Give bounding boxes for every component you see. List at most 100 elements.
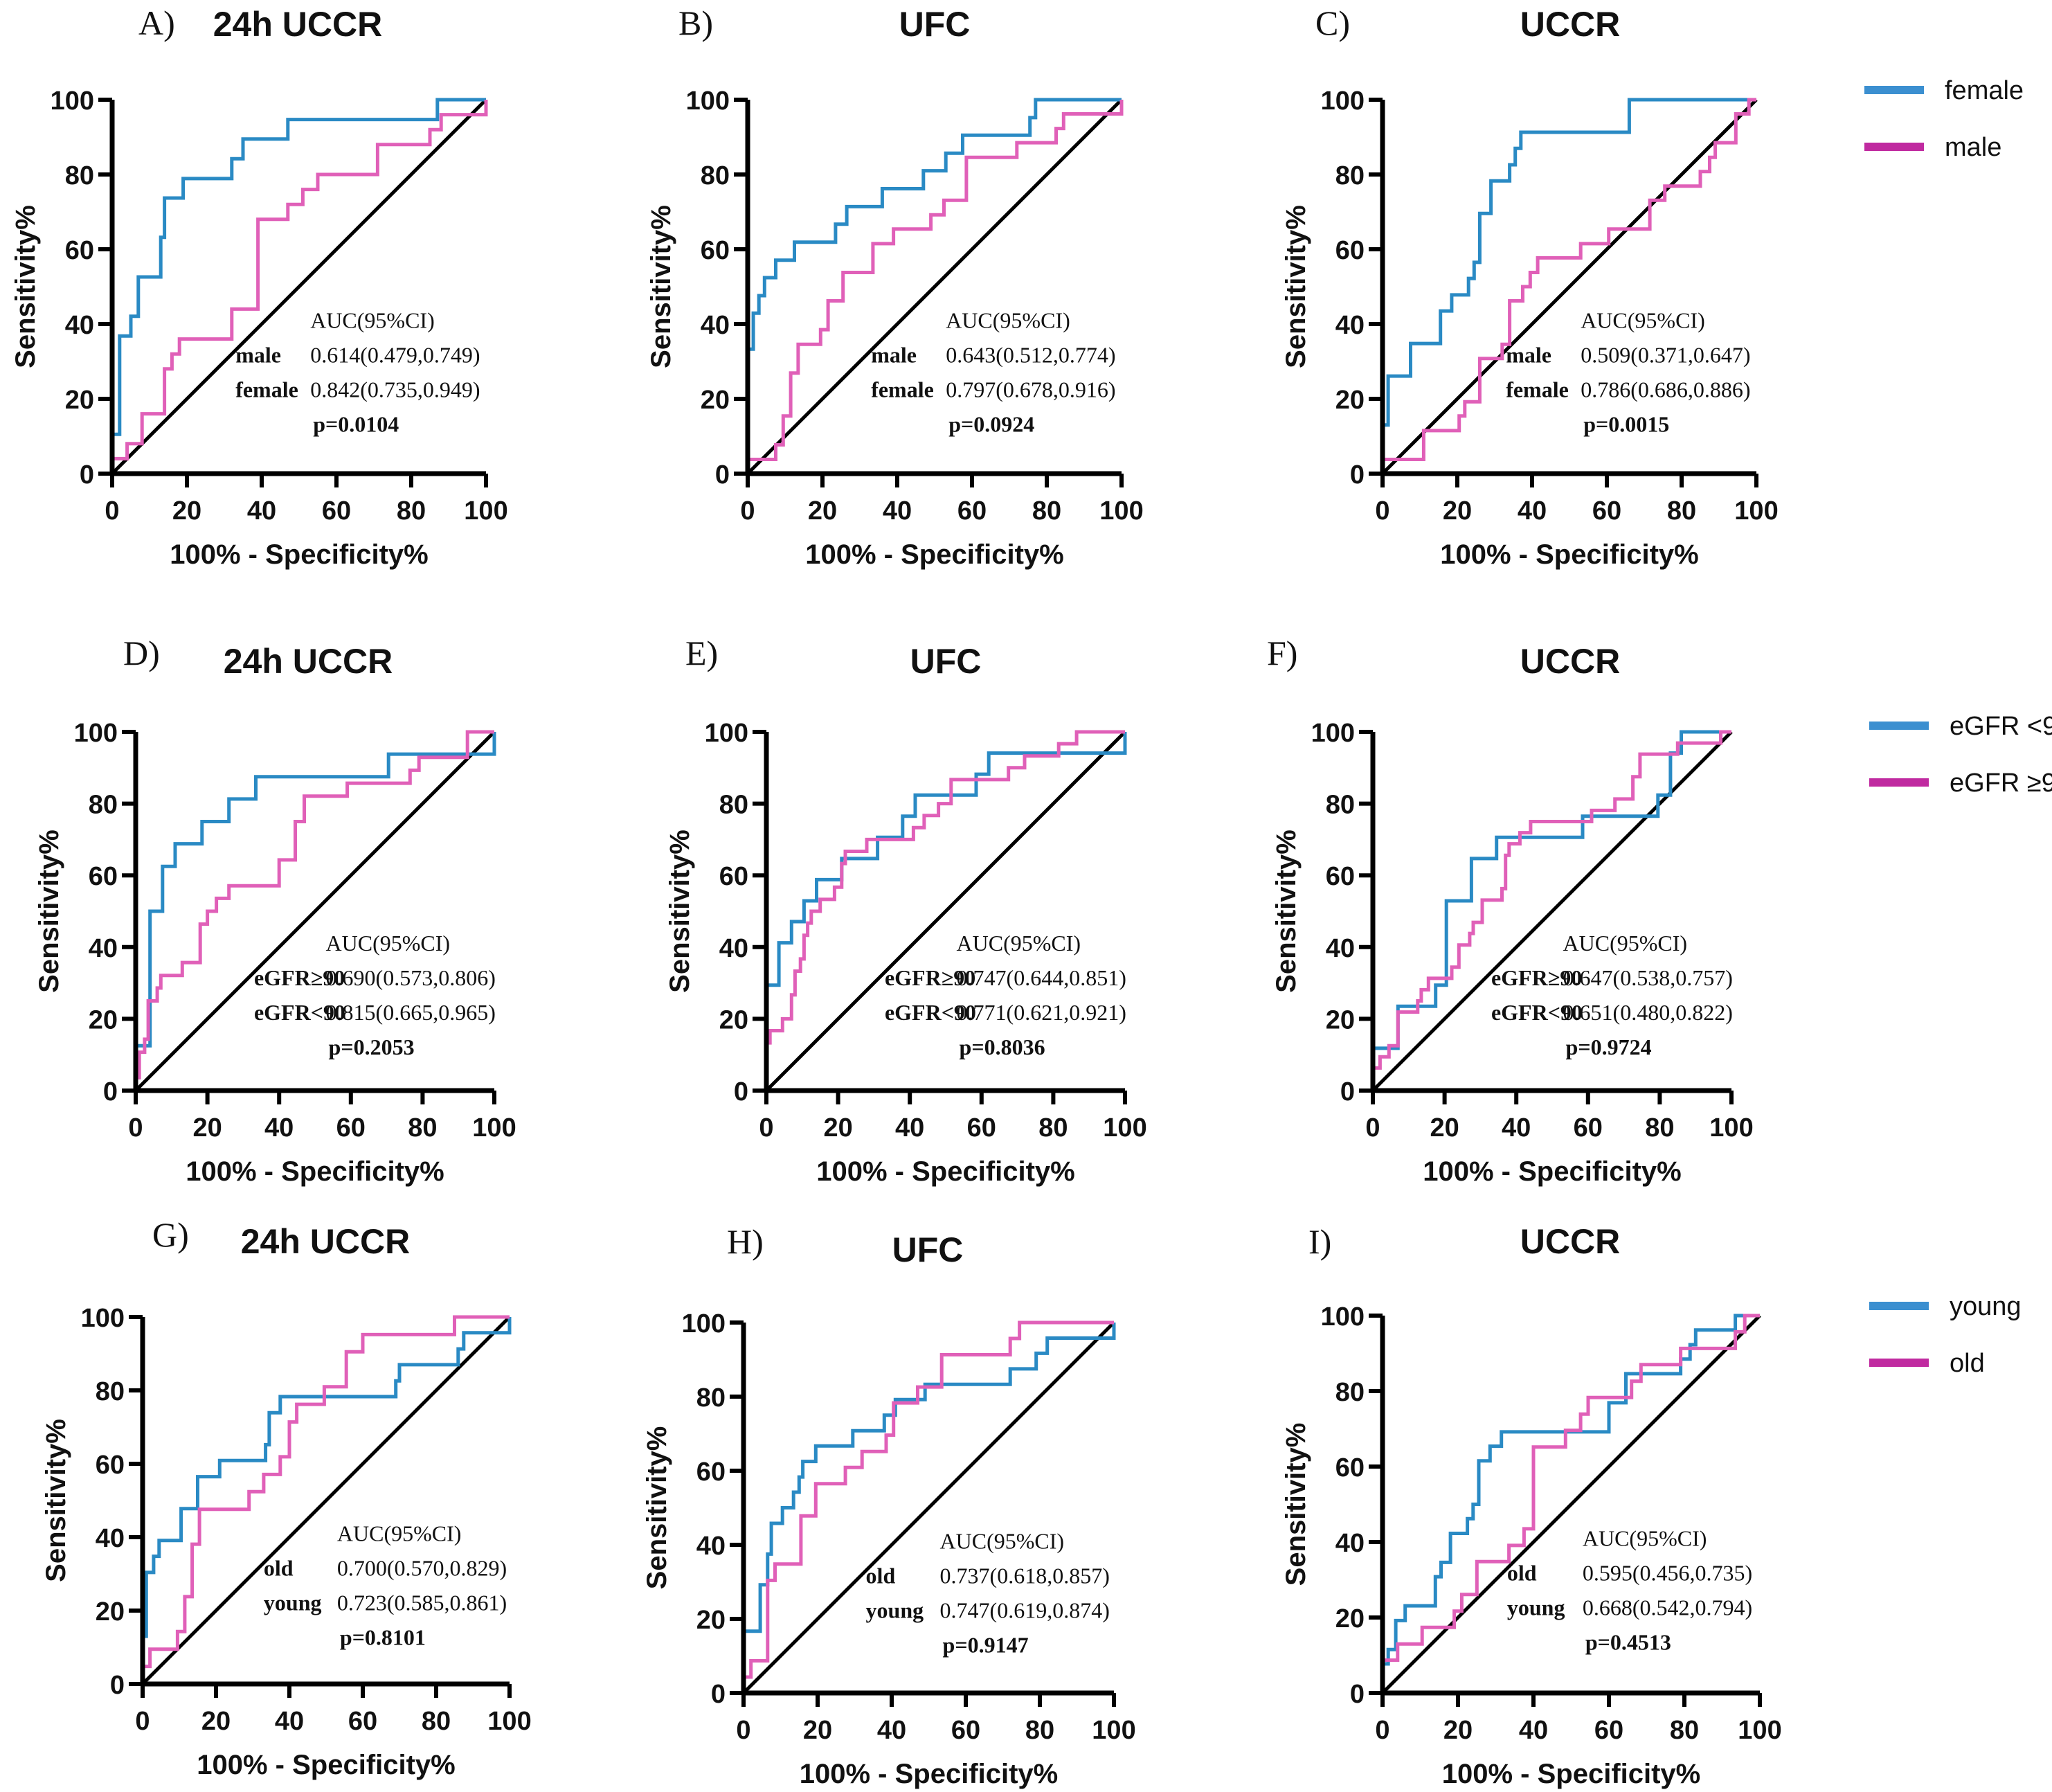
x-tick-label: 0 bbox=[1375, 496, 1389, 526]
x-tick-label: 100 bbox=[487, 1707, 531, 1736]
auc-header: AUC(95%CI) bbox=[946, 307, 1070, 332]
x-axis-label: 100% - Specificity% bbox=[1423, 1156, 1682, 1187]
x-axis-label: 100% - Specificity% bbox=[170, 539, 429, 570]
x-tick-label: 80 bbox=[1032, 496, 1061, 526]
auc-value: 0.723(0.585,0.861) bbox=[337, 1590, 507, 1615]
reference-diagonal bbox=[141, 1316, 511, 1685]
y-tick-label: 0 bbox=[715, 460, 730, 490]
panel-title: 24h UCCR bbox=[213, 5, 382, 44]
y-tick-label: 60 bbox=[719, 862, 748, 891]
x-tick-label: 60 bbox=[957, 496, 987, 526]
x-tick-label: 60 bbox=[348, 1707, 377, 1736]
x-tick-label: 0 bbox=[105, 496, 119, 526]
x-tick-label: 40 bbox=[1502, 1113, 1531, 1143]
x-tick-label: 80 bbox=[422, 1707, 451, 1736]
roc-curve-egfr-90 bbox=[134, 730, 494, 1091]
reference-diagonal bbox=[134, 731, 496, 1092]
auc-value: 0.797(0.678,0.916) bbox=[946, 377, 1115, 402]
reference-diagonal bbox=[765, 731, 1126, 1092]
x-axis-label: 100% - Specificity% bbox=[1442, 1759, 1701, 1789]
reference-diagonal bbox=[742, 1321, 1115, 1694]
y-tick-label: 80 bbox=[96, 1377, 125, 1406]
y-tick-label: 100 bbox=[682, 1309, 726, 1338]
y-tick-label: 40 bbox=[696, 1532, 726, 1561]
y-tick-label: 20 bbox=[89, 1005, 118, 1034]
panel-letter: H) bbox=[727, 1222, 764, 1261]
roc-panel-i: I) UCCR 0 20 40 60 80 100 0 20 40 60 80 100 100% - Spe… bbox=[1281, 1222, 1782, 1789]
auc-value: 0.668(0.542,0.794) bbox=[1583, 1595, 1752, 1620]
y-tick-label: 0 bbox=[110, 1671, 125, 1700]
x-tick-label: 40 bbox=[1519, 1716, 1548, 1745]
y-tick-label: 20 bbox=[65, 386, 94, 415]
y-tick-label: 100 bbox=[1321, 87, 1365, 116]
p-value: p=0.9147 bbox=[943, 1632, 1029, 1657]
panel-letter: I) bbox=[1308, 1222, 1331, 1261]
legend-swatch bbox=[1864, 86, 1924, 94]
y-axis-label: Sensitivity% bbox=[1281, 1423, 1311, 1586]
y-axis-label: Sensitivity% bbox=[646, 205, 676, 368]
y-tick-label: 20 bbox=[1335, 1604, 1365, 1633]
roc-panel-b: B) UFC 0 20 40 60 80 100 0 20 40 60 80 100 100% - Spec… bbox=[646, 3, 1144, 570]
reference-diagonal bbox=[1381, 1314, 1761, 1694]
x-tick-label: 20 bbox=[808, 496, 837, 526]
x-tick-label: 20 bbox=[1443, 496, 1472, 526]
x-tick-label: 0 bbox=[740, 496, 755, 526]
auc-value: 0.815(0.665,0.965) bbox=[326, 1000, 496, 1025]
panel-letter: C) bbox=[1315, 3, 1350, 42]
roc-curve-egfr-90 bbox=[764, 730, 1125, 1091]
legend-row-2: eGFR <90 eGFR ≥90 bbox=[1869, 712, 2052, 798]
panel-letter: G) bbox=[152, 1215, 189, 1254]
y-tick-label: 0 bbox=[1350, 460, 1365, 490]
roc-curve-young bbox=[741, 1323, 1116, 1693]
roc-panel-f: F) UCCR 0 20 40 60 80 100 0 20 40 60 80 100 100% - Spe… bbox=[1267, 634, 1754, 1187]
auc-group-label: old bbox=[264, 1555, 294, 1580]
auc-header: AUC(95%CI) bbox=[957, 931, 1081, 956]
auc-group-label: eGFR<90 bbox=[1491, 1000, 1583, 1025]
y-tick-label: 60 bbox=[696, 1458, 726, 1487]
x-tick-label: 80 bbox=[1038, 1113, 1068, 1143]
roc-panel-a: A) 24h UCCR 0 20 40 60 80 100 0 20 40 60 80 100 100% -… bbox=[10, 3, 508, 570]
p-value: p=0.0104 bbox=[313, 411, 399, 436]
auc-header: AUC(95%CI) bbox=[1563, 931, 1688, 956]
y-tick-label: 40 bbox=[701, 311, 730, 340]
x-tick-label: 60 bbox=[1574, 1113, 1603, 1143]
roc-curve-female bbox=[1380, 98, 1756, 474]
reference-diagonal bbox=[746, 98, 1123, 475]
x-tick-label: 100 bbox=[1092, 1716, 1135, 1745]
auc-group-label: eGFR≥90 bbox=[254, 965, 345, 990]
y-axis-label: Sensitivity% bbox=[34, 830, 64, 993]
y-tick-label: 60 bbox=[701, 236, 730, 265]
auc-group-label: female bbox=[235, 377, 298, 402]
panel-letter: E) bbox=[685, 634, 718, 672]
x-tick-label: 80 bbox=[397, 496, 426, 526]
auc-value: 0.647(0.538,0.757) bbox=[1563, 965, 1733, 990]
x-tick-label: 100 bbox=[464, 496, 507, 526]
reference-diagonal bbox=[1371, 731, 1733, 1092]
auc-value: 0.737(0.618,0.857) bbox=[940, 1563, 1110, 1588]
panel-letter: A) bbox=[138, 3, 175, 42]
y-tick-label: 80 bbox=[1326, 791, 1355, 820]
y-axis-label: Sensitivity% bbox=[10, 205, 41, 368]
auc-group-label: old bbox=[1507, 1560, 1537, 1585]
x-tick-label: 20 bbox=[1430, 1113, 1459, 1143]
auc-header: AUC(95%CI) bbox=[326, 931, 451, 956]
roc-curve-male bbox=[746, 100, 1124, 474]
x-tick-label: 40 bbox=[1518, 496, 1547, 526]
x-tick-label: 80 bbox=[1025, 1716, 1054, 1745]
auc-value: 0.509(0.371,0.647) bbox=[1581, 342, 1750, 367]
y-tick-label: 0 bbox=[734, 1077, 748, 1106]
p-value: p=0.2053 bbox=[329, 1034, 415, 1059]
y-tick-label: 80 bbox=[1335, 161, 1365, 190]
roc-panel-d: D) 24h UCCR 0 20 40 60 80 100 0 20 40 60 80 100 100% -… bbox=[34, 634, 516, 1187]
y-tick-label: 60 bbox=[1335, 1453, 1365, 1482]
y-tick-label: 60 bbox=[1326, 862, 1355, 891]
roc-curve-young bbox=[1380, 1314, 1760, 1693]
p-value: p=0.8036 bbox=[960, 1034, 1045, 1059]
x-tick-label: 100 bbox=[472, 1113, 516, 1143]
roc-curve-egfr-90 bbox=[764, 732, 1127, 1091]
auc-value: 0.747(0.619,0.874) bbox=[940, 1597, 1110, 1622]
y-tick-label: 40 bbox=[719, 934, 748, 963]
auc-group-label: young bbox=[264, 1590, 322, 1615]
y-tick-label: 80 bbox=[65, 161, 94, 190]
roc-curve-female bbox=[746, 98, 1122, 474]
